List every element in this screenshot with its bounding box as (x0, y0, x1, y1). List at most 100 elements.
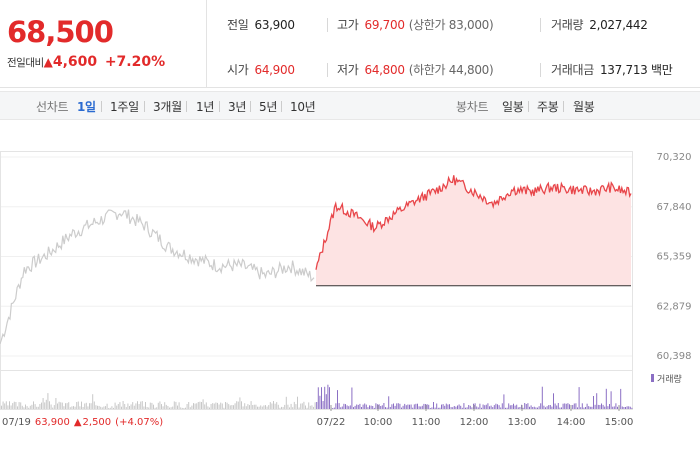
divider (327, 63, 328, 77)
volume-bar (385, 407, 386, 409)
volume-bar (465, 407, 466, 409)
tab-3-years[interactable]: 3년 (228, 100, 247, 114)
current-price: 68,500 (7, 15, 114, 49)
volume-bar (428, 404, 430, 409)
volume-bar (487, 403, 489, 409)
tab-1-day[interactable]: 1일 (77, 100, 96, 114)
change-label: 전일대비 (7, 57, 44, 69)
volume-bar (354, 405, 356, 409)
volume-bar (551, 406, 553, 409)
volume-bar (370, 405, 372, 409)
volume-bar (13, 401, 15, 409)
volume-bar (333, 407, 335, 409)
volume-bar (293, 401, 295, 409)
volume-bar (607, 406, 609, 409)
volume-bar (569, 404, 570, 409)
volume-bar (394, 405, 396, 409)
line-chart-label: 선차트 (36, 100, 69, 114)
volume-bar (85, 402, 87, 409)
volume-bar (437, 407, 439, 409)
x-tick-label: 15:00 (605, 417, 634, 428)
volume-bar (540, 403, 542, 409)
volume-bar (97, 405, 98, 409)
volume-bar (229, 405, 231, 409)
volume-bar (423, 403, 425, 409)
volume-bar (257, 406, 258, 409)
tab-1-year[interactable]: 1년 (196, 100, 215, 114)
volume-bar (220, 402, 222, 409)
x-tick-label: 13:00 (508, 417, 537, 428)
volume-bar (217, 402, 218, 409)
volume-bar (623, 407, 625, 409)
lower-limit: (하한가 44,800) (408, 63, 494, 77)
y-tick-label: 65,359 (657, 252, 692, 263)
tab-5-years[interactable]: 5년 (259, 100, 278, 114)
volume-bar (140, 401, 142, 409)
volume-bar (599, 405, 601, 409)
volume-bar (340, 407, 342, 409)
volume-bar (450, 407, 452, 409)
volume-bar (151, 402, 153, 409)
tab-weekly-candle[interactable]: 주봉 (537, 100, 559, 114)
volume-bar (449, 404, 450, 409)
price-chart: 70,320 67,840 65,359 62,879 60,398 거래량 07/22… (0, 151, 692, 428)
x-tick-label: 07/22 (317, 417, 346, 428)
volume-bar (359, 403, 361, 409)
volume-bar (76, 402, 78, 409)
change-line: 전일대비▲4,600 +7.20% (7, 54, 165, 70)
volume-bar (290, 403, 292, 409)
volume-bar (439, 407, 441, 409)
volume-bar (431, 407, 433, 409)
volume-bar (561, 407, 562, 409)
low-value: 64,800 (364, 63, 405, 77)
volume-bar (303, 401, 305, 409)
volume-bar (559, 407, 561, 409)
volume-bar (549, 405, 551, 409)
volume-bar (508, 403, 510, 409)
volume-bar (186, 404, 188, 409)
volume-bar (389, 407, 391, 409)
volume-bar (471, 407, 473, 409)
volume-bar (356, 404, 358, 409)
volume-bar (546, 406, 548, 409)
volume-bar (613, 406, 615, 409)
volume-bar (92, 394, 94, 409)
volume-bar (460, 405, 462, 409)
volume-bar (215, 402, 217, 409)
volume-bar (404, 403, 406, 409)
volume-bar (250, 401, 252, 409)
volume-bar (573, 403, 575, 409)
tab-monthly-candle[interactable]: 월봉 (573, 100, 595, 114)
volume-bar (17, 406, 18, 409)
volume-bar (429, 408, 431, 409)
volume-bar (493, 405, 495, 409)
volume-bar (111, 406, 113, 409)
volume-bar (458, 404, 460, 409)
today-area-fill (316, 175, 631, 286)
volume-bar (50, 404, 52, 409)
tab-10-years[interactable]: 10년 (290, 100, 316, 114)
volume-bar (143, 406, 145, 409)
volume-bar (338, 403, 340, 409)
volume-bar (201, 402, 202, 409)
volume-bar (527, 403, 529, 409)
volume-bar (311, 405, 313, 409)
y-tick-label: 62,879 (657, 301, 692, 312)
volume-bar (621, 406, 623, 409)
volume-bar (137, 401, 138, 409)
volume-bar (373, 407, 375, 409)
volume-legend: 거래량 (657, 373, 682, 385)
volume-bar (255, 404, 257, 409)
tab-daily-candle[interactable]: 일봉 (502, 100, 524, 114)
tab-3-months[interactable]: 3개월 (153, 100, 182, 114)
volume-bar (602, 404, 604, 409)
volume-bar (378, 404, 380, 409)
tab-1-week[interactable]: 1주일 (110, 100, 139, 114)
volume-bar (161, 404, 162, 409)
trade-value: 137,713 백만 (599, 63, 673, 77)
volume-bar (34, 404, 36, 409)
volume-bar (505, 407, 506, 409)
volume-bar (5, 401, 7, 409)
volume-bar (463, 403, 465, 409)
volume-bar (514, 405, 516, 409)
